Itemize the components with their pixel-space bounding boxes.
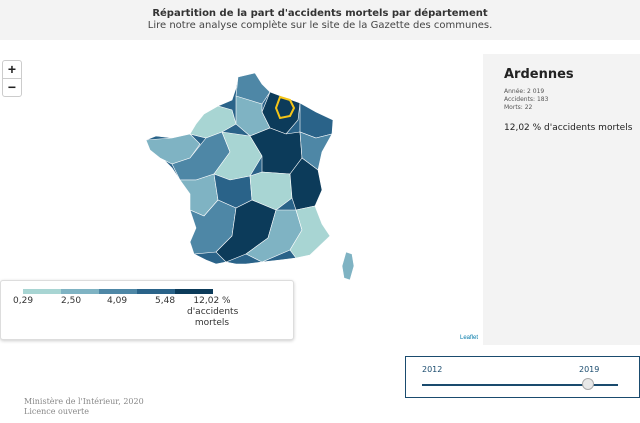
legend: 0,29 2,50 4,09 5,48 12,02 % d'accidents … (0, 280, 294, 340)
legend-swatch-5 (175, 289, 213, 294)
department-name: Ardennes (504, 67, 574, 82)
slider-start-label: 2012 (422, 365, 443, 374)
source-note: Ministère de l'Intérieur, 2020 Licence o… (24, 397, 144, 417)
leaflet-attribution[interactable]: Leaflet (460, 335, 479, 341)
year-slider: 2012 2019 (405, 356, 640, 398)
france-map[interactable] (0, 40, 483, 345)
info-morts: Morts: 22 (504, 104, 533, 111)
region-rhone-alps[interactable] (289, 157, 323, 211)
page-title: Répartition de la part d'accidents morte… (152, 8, 488, 19)
corsica[interactable] (341, 251, 355, 281)
zoom-control: + − (2, 60, 22, 97)
legend-swatch-1 (23, 289, 61, 294)
legend-label: 0,29 (13, 296, 34, 306)
zoom-in-button[interactable]: + (7, 61, 17, 77)
slider-thumb[interactable] (582, 378, 594, 390)
info-accidents: Accidents: 183 (504, 96, 549, 103)
info-panel: Ardennes Année: 2 019 Accidents: 183 Mor… (483, 54, 640, 345)
slider-track[interactable] (422, 384, 618, 386)
legend-label: 2,50 (61, 296, 82, 306)
slider-end-label: 2019 (579, 365, 600, 374)
region-provence[interactable] (289, 205, 331, 259)
source-line: Ministère de l'Intérieur, 2020 (24, 397, 144, 406)
info-pct: 12,02 % d'accidents mortels (504, 123, 633, 133)
info-annee: Année: 2 019 (504, 88, 545, 95)
header: Répartition de la part d'accidents morte… (0, 0, 640, 40)
legend-swatch-3 (99, 289, 137, 294)
ardennes-highlight[interactable] (274, 95, 296, 120)
legend-label-last: 12,02 % d'accidents mortels (187, 296, 239, 328)
legend-swatch-2 (61, 289, 99, 294)
legend-label: 4,09 (107, 296, 128, 306)
legend-swatch-4 (137, 289, 175, 294)
page-subtitle[interactable]: Lire notre analyse complète sur le site … (147, 20, 493, 31)
license-line: Licence ouverte (24, 407, 89, 416)
region-lorraine[interactable] (299, 102, 334, 139)
legend-label: 5,48 (155, 296, 176, 306)
zoom-out-button[interactable]: − (3, 78, 21, 96)
